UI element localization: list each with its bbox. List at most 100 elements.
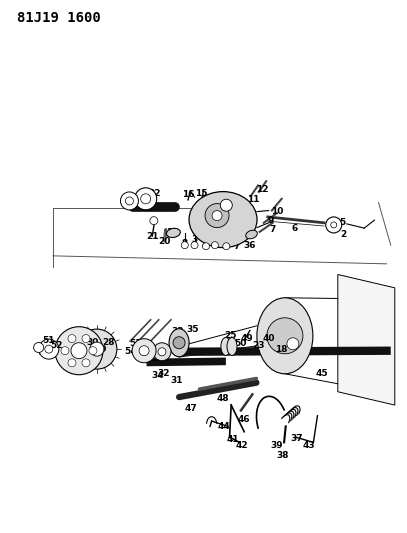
Text: 7: 7 [269, 225, 276, 233]
Ellipse shape [227, 337, 237, 356]
Circle shape [90, 342, 104, 356]
Text: 45: 45 [315, 369, 328, 377]
Circle shape [77, 329, 117, 369]
Text: 8: 8 [182, 239, 188, 247]
Text: 31: 31 [171, 376, 183, 384]
Text: 22: 22 [149, 189, 161, 198]
Circle shape [181, 241, 188, 249]
Text: 47: 47 [184, 404, 197, 413]
Circle shape [132, 338, 156, 363]
Circle shape [141, 194, 151, 204]
Text: 40: 40 [263, 334, 275, 343]
Circle shape [125, 197, 133, 205]
Text: 3: 3 [191, 235, 198, 244]
Circle shape [223, 243, 230, 250]
Text: 5: 5 [127, 196, 133, 205]
Text: 14: 14 [199, 239, 212, 247]
Text: 42: 42 [236, 441, 249, 450]
Text: 7: 7 [234, 242, 240, 251]
Polygon shape [338, 274, 395, 405]
Text: 12: 12 [256, 185, 268, 194]
Text: 10: 10 [271, 207, 284, 215]
Text: 35: 35 [187, 326, 199, 334]
Text: 15: 15 [195, 189, 207, 198]
Ellipse shape [221, 337, 231, 356]
Ellipse shape [169, 329, 189, 357]
Text: 33: 33 [171, 327, 184, 336]
Text: 39: 39 [270, 441, 283, 449]
Text: 48: 48 [217, 394, 230, 403]
Circle shape [45, 345, 53, 353]
Ellipse shape [257, 298, 313, 374]
Circle shape [34, 343, 44, 352]
Circle shape [220, 199, 232, 211]
Text: 27: 27 [159, 348, 172, 356]
Circle shape [158, 348, 166, 356]
Text: 4: 4 [222, 205, 229, 214]
Circle shape [173, 337, 185, 349]
Text: 9: 9 [268, 216, 274, 224]
Circle shape [120, 192, 138, 210]
Text: 18: 18 [275, 345, 287, 353]
Text: 52: 52 [50, 341, 62, 350]
Text: 37: 37 [291, 434, 304, 442]
Circle shape [150, 216, 158, 225]
Circle shape [71, 343, 87, 359]
Circle shape [61, 346, 69, 355]
Text: 5: 5 [339, 219, 345, 227]
Circle shape [55, 327, 103, 375]
Ellipse shape [189, 191, 257, 248]
Text: 11: 11 [247, 195, 259, 204]
Text: 54: 54 [124, 348, 137, 356]
Text: 21: 21 [146, 232, 158, 241]
Text: 1: 1 [326, 221, 333, 229]
Text: 19: 19 [166, 229, 179, 237]
Circle shape [89, 346, 97, 355]
Circle shape [135, 188, 157, 210]
Circle shape [331, 222, 337, 228]
Text: 43: 43 [303, 441, 316, 450]
Text: 81J19 1600: 81J19 1600 [17, 11, 101, 25]
Text: 29: 29 [94, 345, 107, 353]
Text: 55: 55 [136, 345, 148, 353]
Text: 49: 49 [240, 334, 253, 343]
Circle shape [287, 338, 299, 350]
Circle shape [82, 359, 90, 367]
Text: 51: 51 [42, 336, 54, 344]
Text: 26: 26 [151, 354, 163, 362]
Text: 44: 44 [217, 422, 230, 431]
Circle shape [191, 241, 198, 249]
Text: 41: 41 [226, 435, 239, 444]
Circle shape [153, 343, 171, 361]
Circle shape [68, 359, 76, 367]
Text: 50: 50 [234, 340, 246, 348]
Circle shape [139, 346, 149, 356]
Circle shape [82, 335, 90, 343]
Text: 38: 38 [277, 451, 289, 460]
Text: 53: 53 [130, 340, 142, 348]
Text: 13: 13 [208, 237, 220, 245]
Text: 20: 20 [158, 237, 171, 246]
Circle shape [326, 217, 342, 233]
Text: 16: 16 [182, 190, 194, 199]
Text: 25: 25 [224, 332, 236, 340]
Text: 9: 9 [223, 238, 230, 247]
Text: 32: 32 [158, 369, 170, 377]
Circle shape [211, 241, 219, 249]
Text: 34: 34 [151, 371, 164, 379]
Text: 23: 23 [252, 341, 264, 350]
Circle shape [212, 211, 222, 221]
Text: 28: 28 [102, 338, 114, 346]
Circle shape [267, 318, 303, 354]
Circle shape [68, 335, 76, 343]
Text: 2: 2 [340, 230, 347, 239]
Circle shape [202, 243, 210, 250]
Text: 24: 24 [223, 340, 236, 349]
Text: 6: 6 [291, 224, 298, 232]
Ellipse shape [166, 228, 180, 238]
Circle shape [205, 204, 229, 228]
Circle shape [39, 339, 59, 359]
Ellipse shape [246, 230, 257, 239]
Text: 30: 30 [87, 338, 99, 346]
Text: 46: 46 [237, 415, 250, 424]
